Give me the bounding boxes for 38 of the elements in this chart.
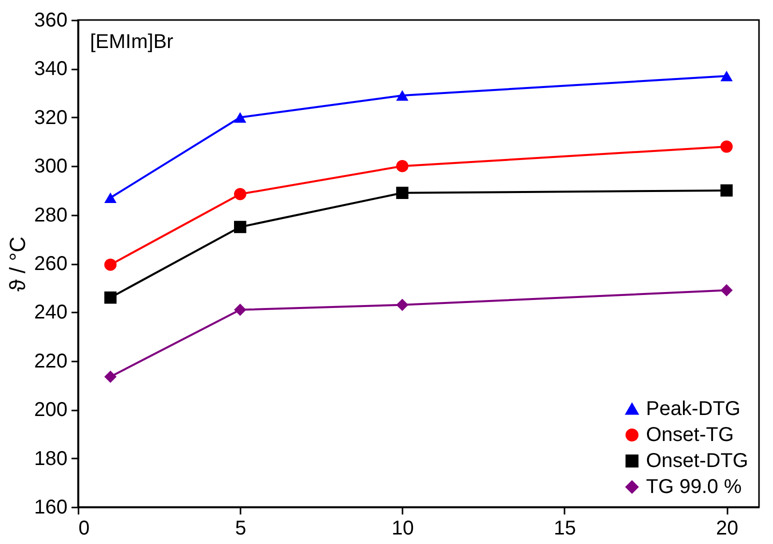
y-tick-label: 340 [34,58,68,80]
point [104,291,117,304]
point [234,112,246,123]
x-tick-label: 5 [235,518,246,540]
legend-label: Peak-DTG [646,398,740,420]
y-tick-label: 260 [34,253,68,275]
y-tick-label: 220 [34,350,68,372]
y-tick-label: 200 [34,399,68,422]
point [720,284,733,296]
point [396,298,408,312]
y-axis-title: ϑ / °C [5,236,30,292]
x-tick-label: 15 [554,518,576,540]
y-tick-label: 180 [34,448,68,470]
point [234,188,246,200]
point [720,70,733,82]
legend-label: Onset-TG [646,424,734,446]
point [720,184,733,197]
point [396,160,408,172]
point [104,258,117,271]
point [720,140,733,153]
point [234,220,246,234]
x-tick-label: 0 [78,518,90,540]
point [396,90,408,101]
point [104,370,117,383]
annotation: [EMIm]Br [90,31,174,53]
y-tick-label: 280 [34,204,68,226]
point [234,304,246,316]
point [396,186,408,200]
x-tick-label: 20 [716,518,738,540]
y-tick-label: 300 [34,156,68,178]
x-tick-label: 10 [392,518,414,540]
y-tick-label: 240 [34,302,68,324]
y-tick-label: 360 [34,10,68,32]
y-tick-label: 320 [34,106,68,129]
legend-label: Onset-DTG [646,450,748,472]
y-tick-label: 160 [34,496,68,518]
legend-label: TG 99.0 % [646,476,742,498]
point [104,192,117,204]
